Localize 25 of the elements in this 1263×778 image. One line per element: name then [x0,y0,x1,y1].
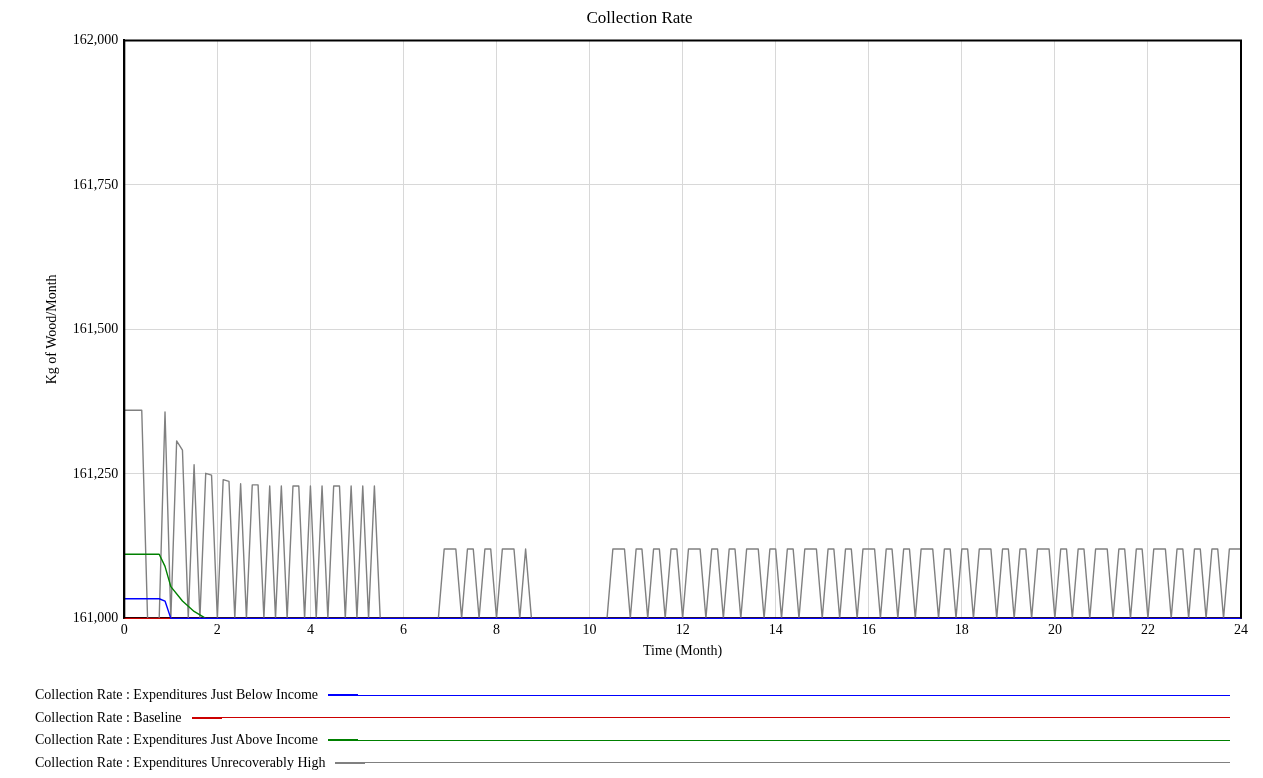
x-tick-label: 18 [954,622,969,638]
x-tick-label: 24 [1234,622,1248,638]
x-tick-label: 16 [861,622,876,638]
x-axis-title: Time (Month) [643,643,723,660]
x-tick-label: 14 [768,622,783,638]
legend-label: Collection Rate : Baseline [35,709,182,726]
y-tick-label: 161,250 [72,465,119,481]
x-tick-label: 20 [1047,622,1062,638]
x-tick-label: 4 [306,622,314,638]
y-tick-label: 161,500 [72,321,119,337]
x-tick-label: 2 [213,622,221,638]
y-tick-label: 161,750 [72,176,119,192]
legend-label: Collection Rate : Expenditures Just Below Income [35,687,319,704]
x-tick-label: 12 [675,622,690,638]
x-tick-label: 10 [582,622,597,638]
y-tick-label: 161,000 [72,610,119,626]
x-tick-label: 6 [399,622,407,638]
legend-label: Collection Rate : Expenditures Unrecoverably High [35,754,326,771]
x-tick-label: 0 [120,622,128,638]
y-tick-label: 162,000 [72,32,119,48]
legend-label: Collection Rate : Expenditures Just Above Income [35,732,319,749]
chart-title: Collection Rate [586,7,693,27]
x-tick-label: 8 [493,622,501,638]
x-tick-label: 22 [1140,622,1155,638]
y-axis-title: Kg of Wood/Month [44,274,60,385]
